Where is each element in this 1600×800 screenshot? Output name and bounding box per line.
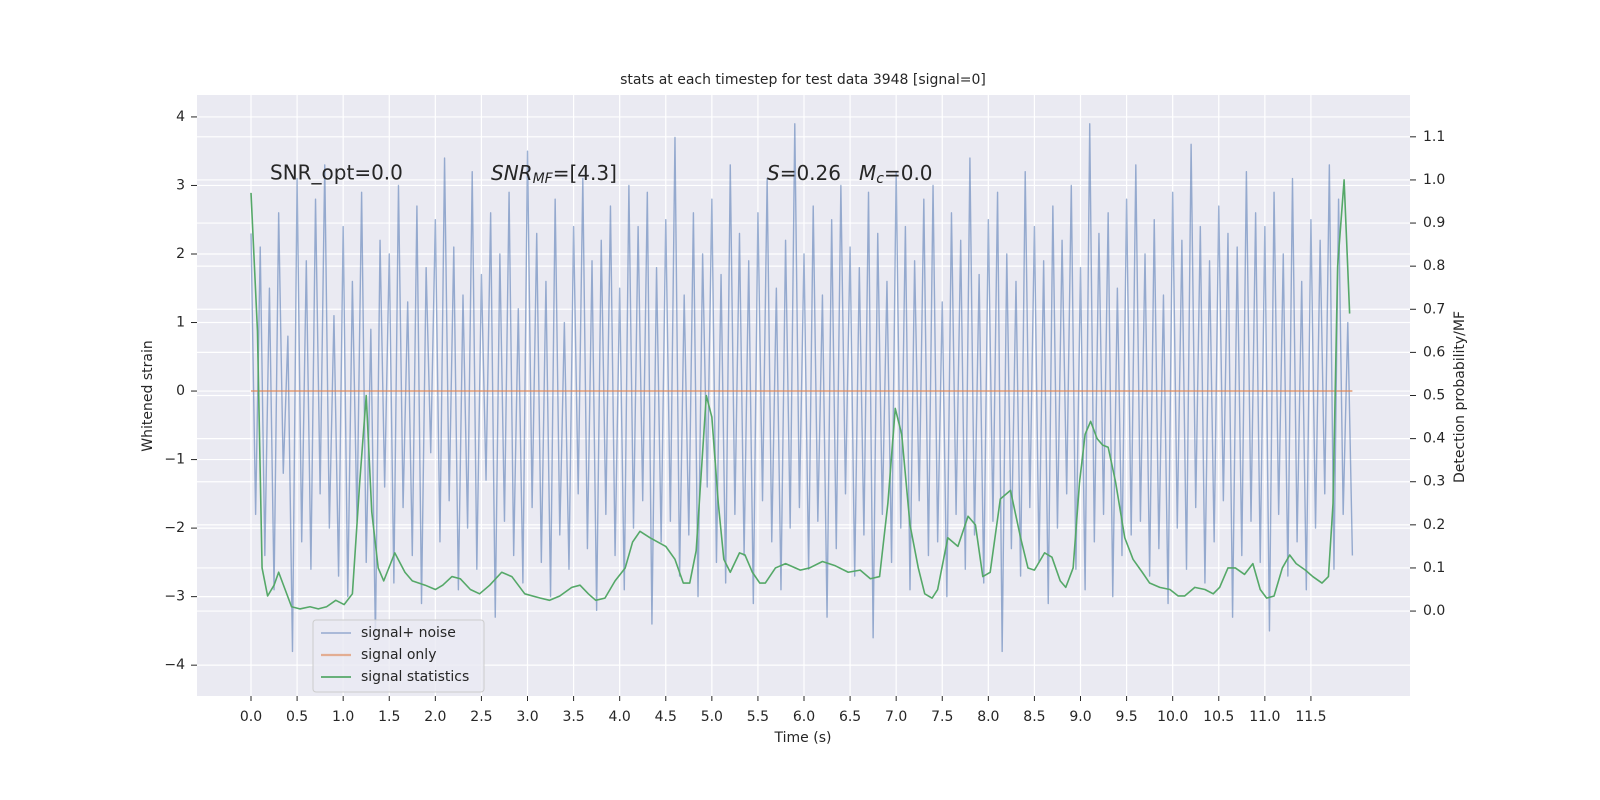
annotation: SNRMF=[4.3] bbox=[491, 161, 617, 188]
y2-tick-label: 0.8 bbox=[1423, 258, 1445, 274]
legend-label: signal statistics bbox=[361, 669, 469, 685]
annotation: S=0.26 bbox=[767, 161, 841, 185]
x-tick-label: 5.0 bbox=[701, 709, 723, 725]
x-tick-label: 4.5 bbox=[655, 709, 677, 725]
x-tick-label: 10.0 bbox=[1157, 709, 1188, 725]
x-tick-label: 2.0 bbox=[424, 709, 446, 725]
y-tick-label: −4 bbox=[164, 657, 185, 673]
x-tick-label: 2.5 bbox=[470, 709, 492, 725]
legend-label: signal only bbox=[361, 647, 436, 663]
axes: 0.0 0.5 1.0 1.5 2.0 2.5 3.0 3.5 4.0 4.5 5.0 5.5 6.0 6… bbox=[164, 109, 1445, 725]
x-tick-label: 4.0 bbox=[609, 709, 631, 725]
y-tick-label: 3 bbox=[176, 177, 185, 193]
chart-title: stats at each timestep for test data 394… bbox=[620, 72, 986, 88]
y-tick-label: 2 bbox=[176, 246, 185, 262]
annotation-part: MF bbox=[533, 171, 554, 187]
series-line bbox=[250, 123, 1354, 653]
x-tick-label: 5.5 bbox=[747, 709, 769, 725]
grid bbox=[197, 95, 1410, 696]
y-tick-label: 1 bbox=[176, 315, 185, 331]
annotation-part: =[4.3] bbox=[553, 161, 617, 185]
x-tick-label: 3.5 bbox=[562, 709, 584, 725]
y2-tick-label: 1.1 bbox=[1423, 129, 1445, 145]
annotation: SNR_opt=0.0 bbox=[270, 161, 403, 185]
legend-box bbox=[312, 619, 485, 693]
x-tick-label: 8.0 bbox=[977, 709, 999, 725]
x-tick-label: 6.5 bbox=[839, 709, 861, 725]
x-tick-label: 7.0 bbox=[885, 709, 907, 725]
annotation-part: =0.26 bbox=[780, 161, 841, 185]
annotation-part: SNR bbox=[491, 161, 533, 185]
annotation-part: M bbox=[859, 161, 876, 185]
x-tick-label: 10.5 bbox=[1203, 709, 1234, 725]
x-tick-label: 0.0 bbox=[240, 709, 262, 725]
x-tick-label: 11.0 bbox=[1249, 709, 1280, 725]
y2-tick-label: 0.4 bbox=[1423, 431, 1445, 447]
y-axis-label: Whitened strain bbox=[140, 340, 156, 451]
x-tick-label: 0.5 bbox=[286, 709, 308, 725]
y-tick-label: 4 bbox=[176, 109, 185, 125]
y2-tick-label: 0.2 bbox=[1423, 517, 1445, 533]
x-axis-label: Time (s) bbox=[774, 730, 832, 746]
x-tick-label: 1.5 bbox=[378, 709, 400, 725]
x-tick-label: 6.0 bbox=[793, 709, 815, 725]
series-line bbox=[250, 179, 1351, 610]
y-tick-label: −1 bbox=[164, 452, 185, 468]
y2-tick-label: 0.0 bbox=[1423, 603, 1445, 619]
x-tick-label: 9.5 bbox=[1115, 709, 1137, 725]
x-tick-label: 1.0 bbox=[332, 709, 354, 725]
y-tick-label: −2 bbox=[164, 520, 185, 536]
x-tick-label: 8.5 bbox=[1023, 709, 1045, 725]
y2-tick-label: 0.3 bbox=[1423, 474, 1445, 490]
y2-tick-label: 0.6 bbox=[1423, 344, 1445, 360]
y2-tick-label: 0.5 bbox=[1423, 388, 1445, 404]
x-tick-label: 11.5 bbox=[1295, 709, 1326, 725]
y2-tick-label: 1.0 bbox=[1423, 172, 1445, 188]
annotation: Mc=0.0 bbox=[859, 161, 933, 188]
y2-tick-label: 0.1 bbox=[1423, 560, 1445, 576]
legend-label: signal+ noise bbox=[361, 625, 456, 641]
annotation-part: c bbox=[876, 171, 884, 187]
y2-axis-label: Detection probability/MF bbox=[1452, 311, 1468, 483]
annotation-part: =0.0 bbox=[884, 161, 933, 185]
legend: signal+ noise signal only signal statistic… bbox=[312, 619, 485, 693]
y-tick-label: 0 bbox=[176, 383, 185, 399]
data-layer bbox=[250, 123, 1354, 653]
y2-tick-label: 0.9 bbox=[1423, 215, 1445, 231]
x-tick-label: 7.5 bbox=[931, 709, 953, 725]
x-tick-label: 9.0 bbox=[1069, 709, 1091, 725]
x-tick-label: 3.0 bbox=[516, 709, 538, 725]
y2-tick-label: 0.7 bbox=[1423, 301, 1445, 317]
annotation-part: S bbox=[767, 161, 780, 185]
y-tick-label: −3 bbox=[164, 589, 185, 605]
